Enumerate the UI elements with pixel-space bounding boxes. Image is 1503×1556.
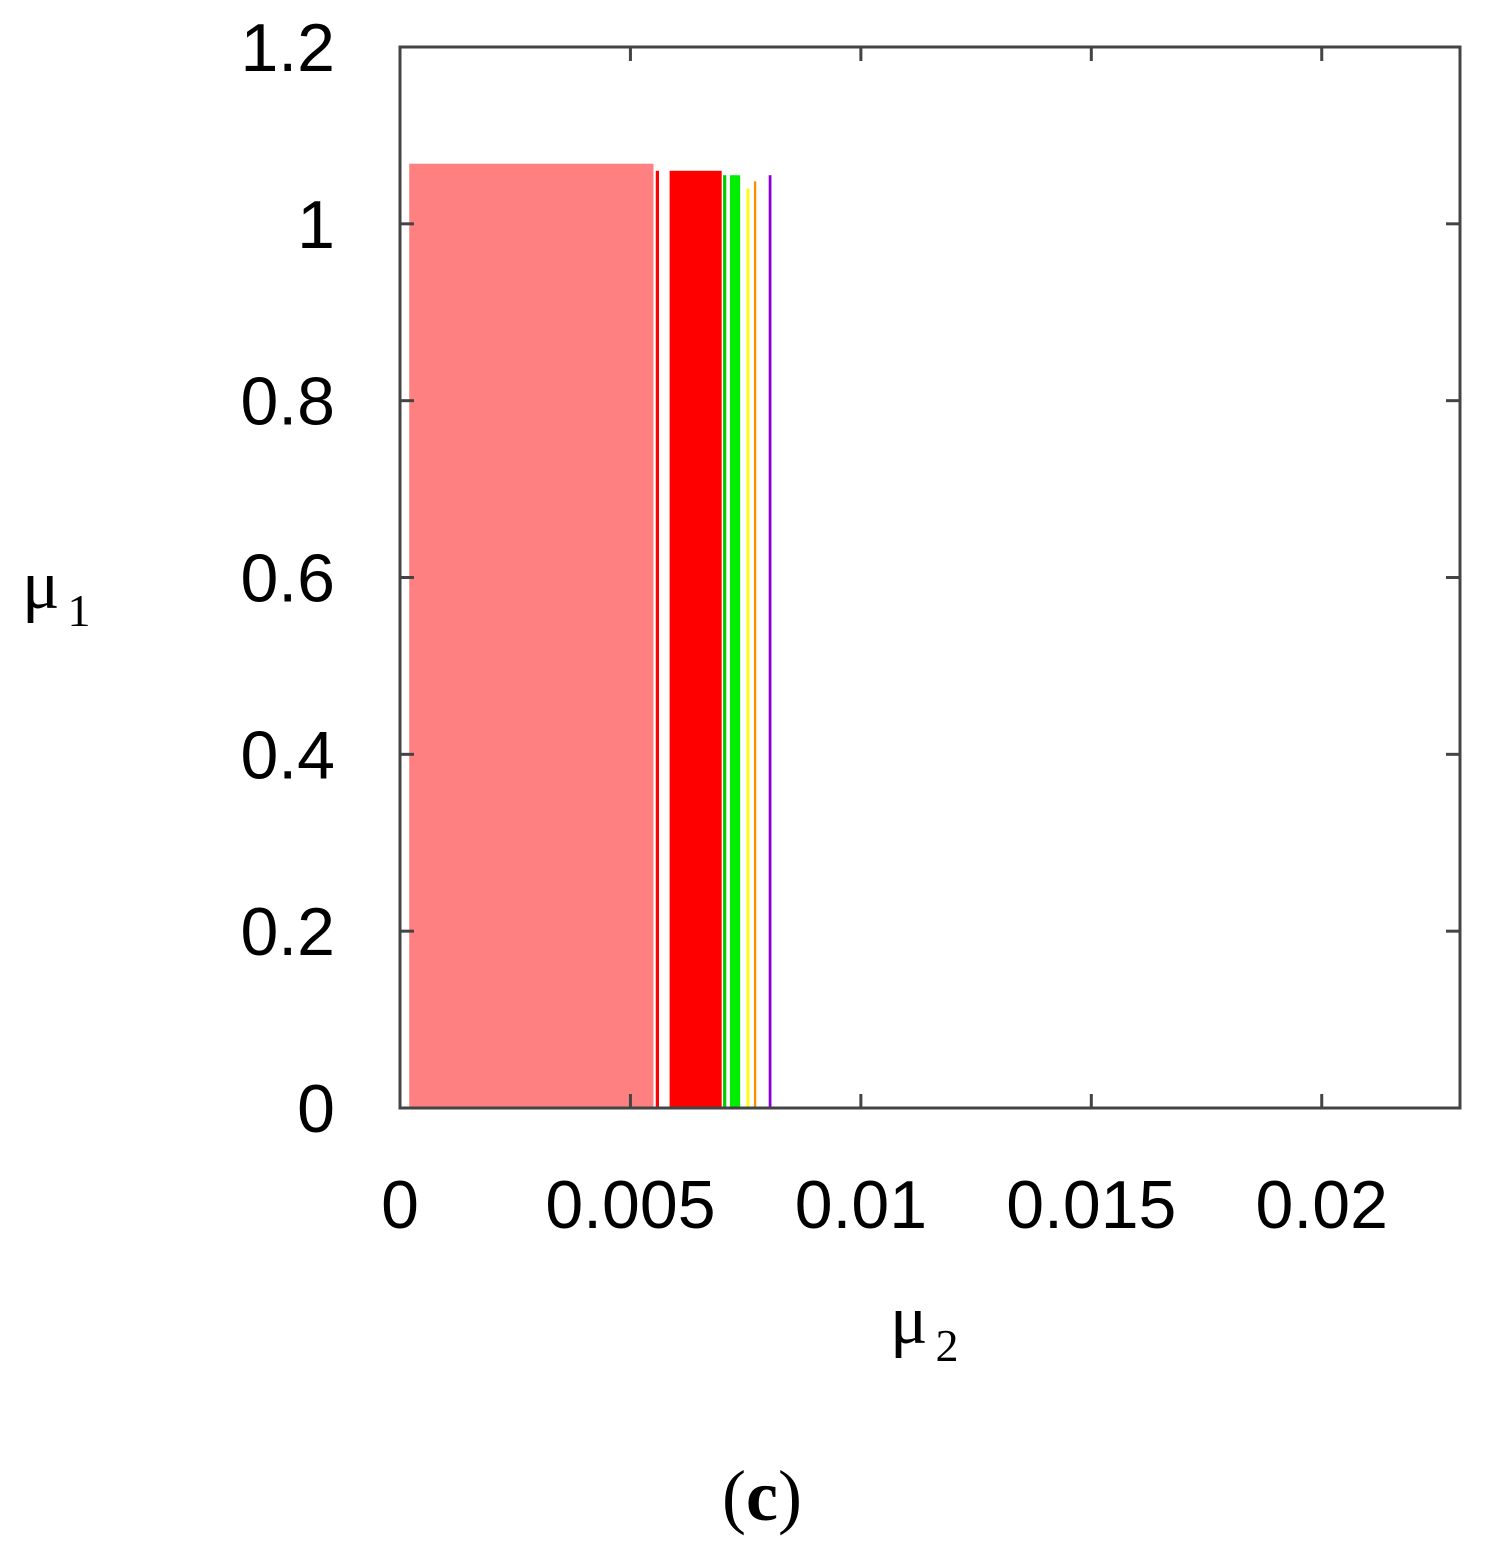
panel-label: (c)	[722, 1456, 802, 1536]
y-tick-label-5: 1	[297, 187, 335, 263]
region-5	[746, 188, 750, 1108]
x-tick-label-0: 0	[381, 1167, 419, 1243]
y-tick-label-6: 1.2	[240, 10, 335, 86]
tick-labels: 0 0.005 0.01 0.015 0.02 0 0.2 0.4 0.6 0.8 1 1.2	[240, 10, 1387, 1243]
y-tick-label-2: 0.4	[240, 717, 335, 793]
x-tick-label-4: 0.02	[1256, 1167, 1388, 1243]
region-1	[655, 170, 660, 1109]
region-4	[729, 175, 741, 1108]
region-7	[768, 175, 772, 1108]
x-tick-label-2: 0.01	[795, 1167, 927, 1243]
region-3	[723, 175, 727, 1108]
region-6	[753, 181, 757, 1109]
y-tick-label-3: 0.6	[240, 541, 335, 617]
x-tick-label-3: 0.015	[1006, 1167, 1176, 1243]
y-tick-label-0: 0	[297, 1071, 335, 1147]
x-tick-label-1: 0.005	[545, 1167, 715, 1243]
region-2	[669, 170, 722, 1109]
y-tick-label-1: 0.2	[240, 894, 335, 970]
panel-label-letter: c	[746, 1456, 778, 1536]
axes	[398, 45, 1462, 1110]
panel-label-close: )	[778, 1456, 802, 1536]
stability-regions	[409, 163, 772, 1109]
panel-label-open: (	[722, 1456, 746, 1536]
region-0	[409, 163, 654, 1108]
y-axis-symbol: μ	[22, 547, 60, 624]
y-axis-subscript: 1	[68, 585, 91, 636]
x-axis-subscript: 2	[936, 1320, 959, 1371]
y-tick-label-4: 0.8	[240, 364, 335, 440]
x-axis-symbol: μ	[890, 1282, 928, 1359]
